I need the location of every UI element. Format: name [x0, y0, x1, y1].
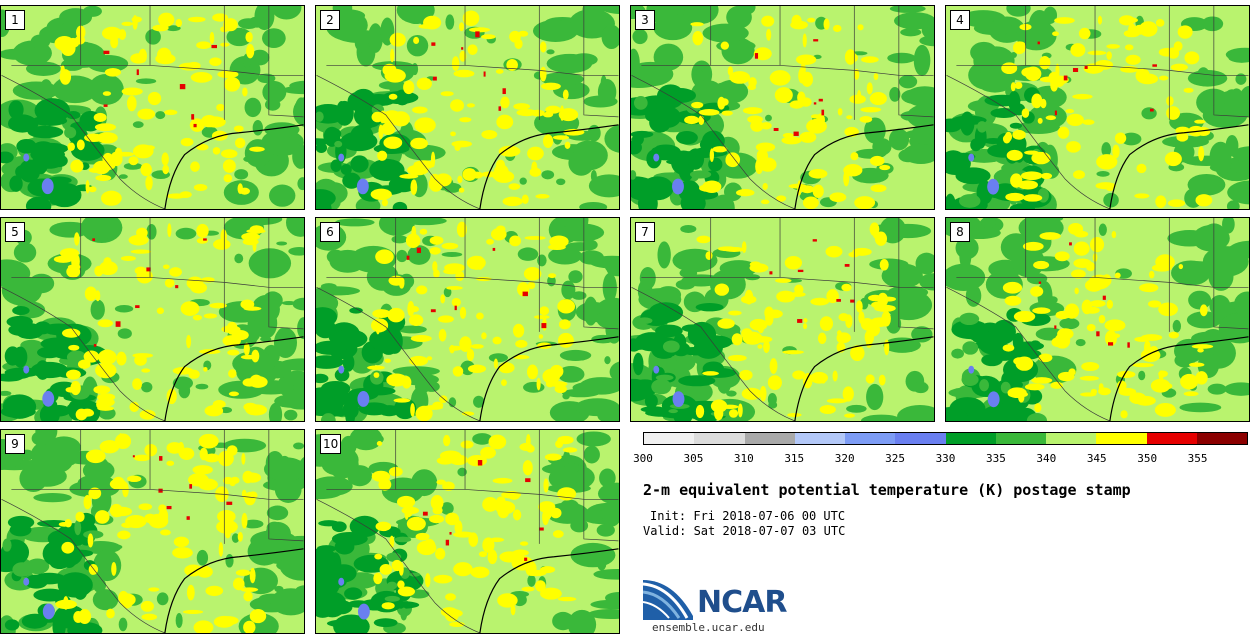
colorbar-tick-label: 355 — [1187, 452, 1208, 465]
colorbar-segment — [1096, 433, 1147, 444]
logo-text: NCAR — [697, 585, 787, 620]
colorbar — [643, 432, 1248, 445]
colorbar-tick-label: 345 — [1086, 452, 1107, 465]
colorbar-segment — [644, 433, 695, 444]
map-field — [316, 430, 619, 633]
colorbar-ticks: 300 305 310 315 320 325 330 335 340 345 350 355 — [633, 452, 1248, 466]
map-panel-9: 9 — [0, 429, 305, 634]
map-panel-1: 1 — [0, 5, 305, 210]
member-label: 4 — [950, 10, 970, 30]
member-label: 3 — [635, 10, 655, 30]
colorbar-tick-label: 310 — [733, 452, 754, 465]
colorbar-segment — [895, 433, 946, 444]
init-time: Init: Fri 2018-07-06 00 UTC — [650, 509, 846, 523]
colorbar-tick-label: 300 — [633, 452, 653, 465]
colorbar-segment — [995, 433, 1046, 444]
member-label: 7 — [635, 222, 655, 242]
page-title: 2-m equivalent potential temperature (K)… — [643, 481, 1131, 499]
map-field — [1, 430, 304, 633]
colorbar-tick-label: 340 — [1036, 452, 1057, 465]
colorbar-tick-label: 315 — [784, 452, 805, 465]
map-panel-10: 10 — [315, 429, 620, 634]
colorbar-segment — [845, 433, 896, 444]
website-url: ensemble.ucar.edu — [652, 621, 765, 634]
colorbar-segment — [744, 433, 795, 444]
map-field — [316, 218, 619, 421]
colorbar-segment — [694, 433, 745, 444]
map-field — [946, 218, 1249, 421]
member-label: 6 — [320, 222, 340, 242]
map-field — [946, 6, 1249, 209]
colorbar-tick-label: 320 — [834, 452, 855, 465]
map-panel-4: 4 — [945, 5, 1250, 210]
colorbar-segment — [794, 433, 845, 444]
member-label: 8 — [950, 222, 970, 242]
map-panel-8: 8 — [945, 217, 1250, 422]
map-panel-5: 5 — [0, 217, 305, 422]
colorbar-segment — [1146, 433, 1197, 444]
member-label: 2 — [320, 10, 340, 30]
map-panel-2: 2 — [315, 5, 620, 210]
member-label: 5 — [5, 222, 25, 242]
map-field — [1, 6, 304, 209]
map-field — [631, 6, 934, 209]
map-field — [316, 6, 619, 209]
map-panel-3: 3 — [630, 5, 935, 210]
map-field — [631, 218, 934, 421]
colorbar-tick-label: 350 — [1137, 452, 1158, 465]
colorbar-tick-label: 335 — [985, 452, 1006, 465]
map-field — [1, 218, 304, 421]
colorbar-segment — [1046, 433, 1097, 444]
colorbar-segment — [1196, 433, 1247, 444]
colorbar-tick-label: 325 — [885, 452, 906, 465]
valid-time: Valid: Sat 2018-07-07 03 UTC — [643, 524, 846, 538]
member-label: 1 — [5, 10, 25, 30]
member-label: 9 — [5, 434, 25, 454]
colorbar-segment — [945, 433, 996, 444]
map-panel-7: 7 — [630, 217, 935, 422]
ncar-logo-icon — [643, 580, 693, 620]
member-label: 10 — [320, 434, 342, 454]
colorbar-tick-label: 305 — [683, 452, 704, 465]
colorbar-tick-label: 330 — [935, 452, 956, 465]
map-panel-6: 6 — [315, 217, 620, 422]
